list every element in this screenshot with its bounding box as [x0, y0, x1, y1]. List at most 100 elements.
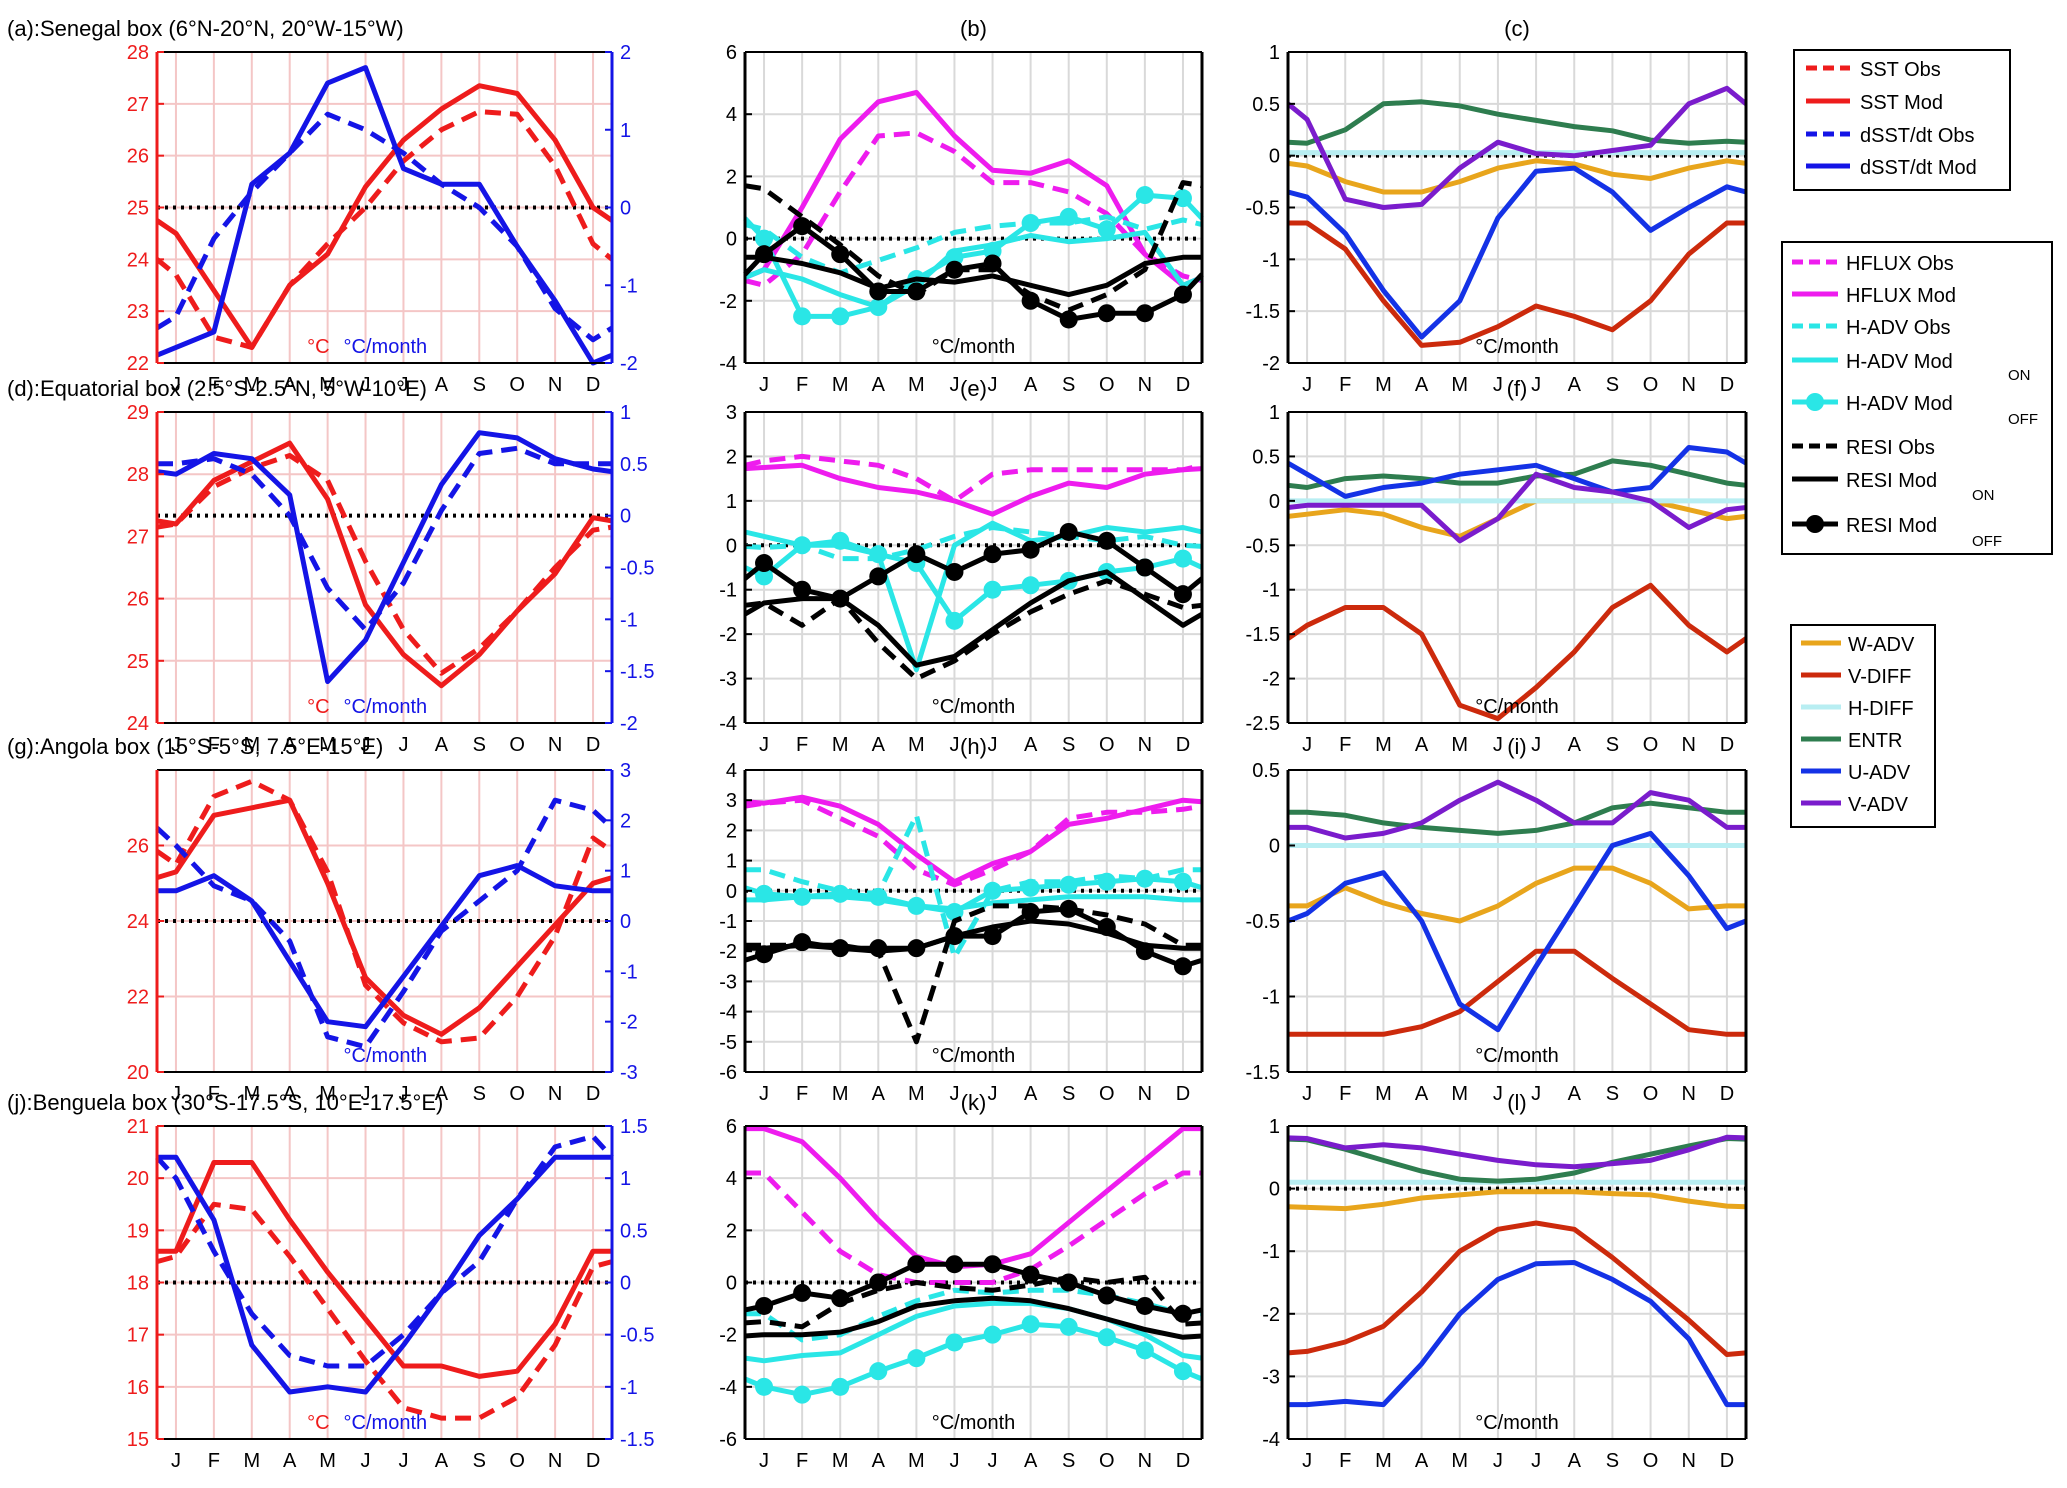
data-point	[793, 887, 812, 906]
data-point	[983, 927, 1002, 946]
y2-tick-label: 0	[620, 506, 631, 528]
data-point	[869, 1362, 888, 1381]
y-tick-label: -2	[1262, 669, 1280, 691]
series-line	[156, 65, 613, 366]
y-tick-label: 26	[127, 836, 149, 858]
data-point	[1135, 558, 1154, 577]
data-point	[1059, 1317, 1078, 1336]
y-tick-label: -1	[1262, 987, 1280, 1009]
y-tick-label: 2	[726, 166, 737, 188]
y-tick-label: 15	[127, 1429, 149, 1451]
legend-label: SST Obs	[1860, 59, 1941, 81]
series-line	[156, 440, 613, 689]
x-tick-label: J	[361, 1450, 371, 1472]
y-tick-label: 2	[726, 820, 737, 842]
y2-tick-label: 3	[620, 760, 631, 782]
x-tick-label: N	[1138, 1450, 1152, 1472]
y-tick-label: -4	[719, 353, 737, 375]
y2-tick-label: -2	[620, 713, 638, 735]
x-tick-label: M	[1451, 374, 1468, 396]
x-tick-label: A	[872, 734, 886, 756]
x-tick-label: F	[796, 1450, 808, 1472]
x-tick-label: J	[361, 1083, 371, 1105]
x-tick-label: J	[1302, 734, 1312, 756]
x-tick-label: A	[283, 374, 297, 396]
data-point	[1021, 576, 1040, 595]
x-tick-label: J	[759, 1450, 769, 1472]
y-tick-label: 21	[127, 1116, 149, 1138]
x-tick-label: S	[1606, 734, 1619, 756]
x-tick-label: N	[1682, 1083, 1696, 1105]
x-tick-label: O	[1099, 734, 1115, 756]
panel-title: (e)	[960, 376, 987, 401]
unit-label-right: °C/month	[344, 1045, 428, 1067]
data-point	[1059, 522, 1078, 541]
y-tick-label: 1	[1269, 42, 1280, 64]
panel-title: (a):Senegal box (6°N-20°N, 20°W-15°W)	[7, 16, 404, 41]
x-tick-label: F	[796, 734, 808, 756]
x-tick-label: M	[243, 1450, 260, 1472]
x-tick-label: M	[908, 374, 925, 396]
x-tick-label: M	[908, 734, 925, 756]
legend-off: OFF	[1972, 533, 2002, 550]
y-tick-label: -4	[719, 713, 737, 735]
x-tick-label: J	[988, 1083, 998, 1105]
data-point	[945, 248, 964, 267]
y2-tick-label: -2	[620, 1012, 638, 1034]
y2-tick-label: 1	[620, 120, 631, 142]
series-line	[744, 906, 1203, 969]
series-line	[1287, 471, 1747, 544]
data-point	[831, 939, 850, 958]
data-point	[1097, 1286, 1116, 1305]
series-line	[745, 1126, 1202, 1270]
y-tick-label: 0	[1269, 146, 1280, 168]
x-tick-label: D	[1720, 1083, 1734, 1105]
data-point	[1173, 549, 1192, 568]
legend-label: HFLUX Obs	[1846, 253, 1954, 275]
data-point	[1135, 942, 1154, 961]
x-tick-label: F	[796, 1083, 808, 1105]
data-point	[1173, 585, 1192, 604]
x-tick-label: J	[398, 734, 408, 756]
y2-tick-label: 1.5	[620, 1116, 648, 1138]
x-tick-label: A	[283, 734, 297, 756]
x-tick-label: J	[1531, 374, 1541, 396]
data-point	[945, 1333, 964, 1352]
y-tick-label: 0.5	[1252, 760, 1280, 782]
y-tick-label: -2	[1262, 353, 1280, 375]
series-line	[155, 109, 614, 350]
data-point	[1097, 220, 1116, 239]
unit-label: °C/month	[932, 696, 1016, 718]
y-tick-label: -2	[719, 941, 737, 963]
legend-label: RESI Mod	[1846, 515, 1937, 537]
data-point	[1021, 878, 1040, 897]
x-tick-label: J	[1493, 734, 1503, 756]
data-point	[1021, 1315, 1040, 1334]
x-tick-label: O	[1099, 374, 1115, 396]
y-tick-label: -0.5	[1246, 911, 1280, 933]
x-tick-label: A	[1024, 1450, 1038, 1472]
series-line	[743, 192, 1204, 319]
x-tick-label: M	[908, 1083, 925, 1105]
x-tick-label: M	[832, 1450, 849, 1472]
x-tick-label: O	[509, 1450, 525, 1472]
data-point	[793, 217, 812, 236]
legend-label: dSST/dt Obs	[1860, 125, 1975, 147]
x-tick-label: A	[283, 1450, 297, 1472]
x-tick-label: M	[1451, 1083, 1468, 1105]
x-tick-label: D	[586, 734, 600, 756]
data-point	[1059, 899, 1078, 918]
x-tick-label: F	[208, 734, 220, 756]
data-point	[945, 902, 964, 921]
x-tick-label: N	[548, 374, 562, 396]
x-tick-label: D	[586, 374, 600, 396]
y2-tick-label: -0.5	[620, 558, 654, 580]
x-tick-label: J	[949, 734, 959, 756]
data-point	[1173, 872, 1192, 891]
series-line	[1287, 1136, 1747, 1184]
data-point	[907, 1255, 926, 1274]
data-point	[755, 1377, 774, 1396]
y-tick-label: 4	[726, 104, 737, 126]
